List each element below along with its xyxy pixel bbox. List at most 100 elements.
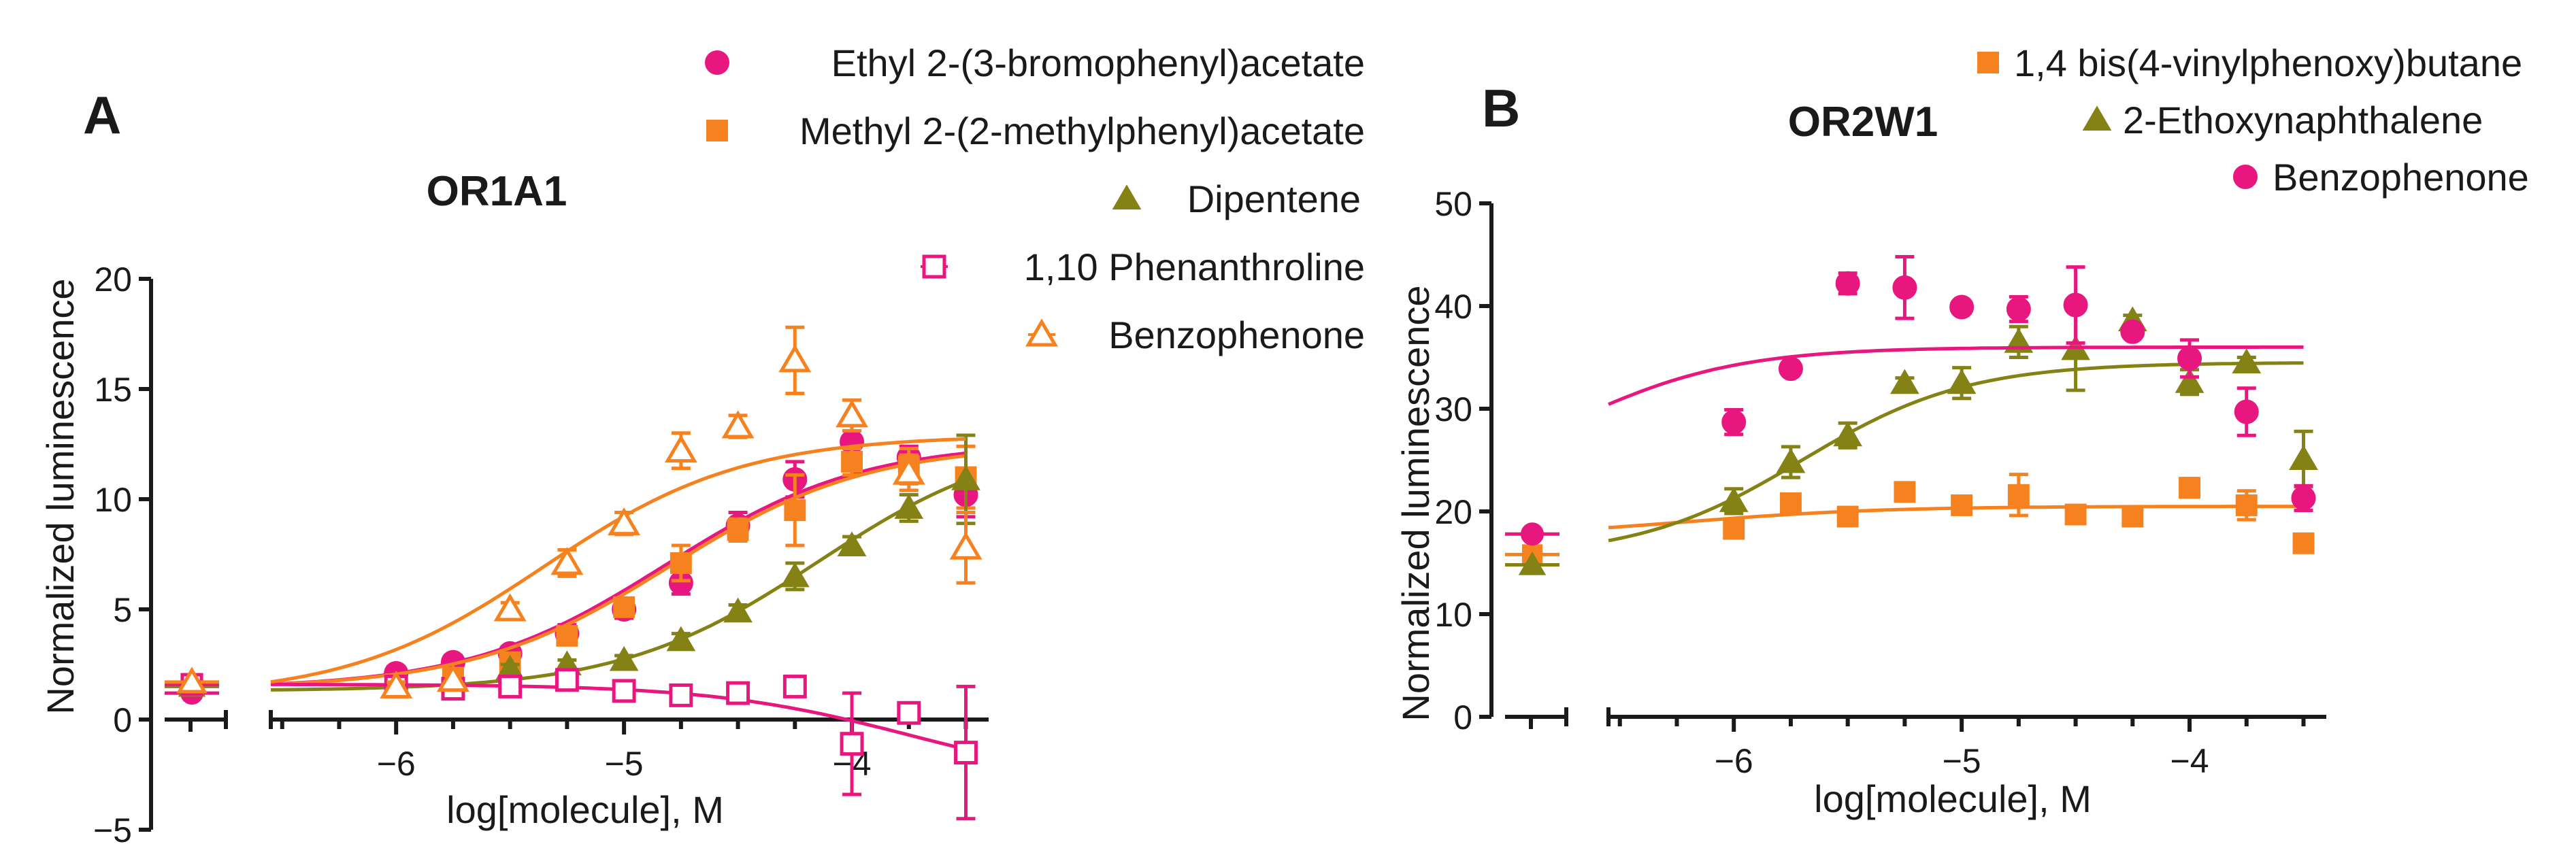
panel-b-series-benzophenone	[1505, 255, 2316, 546]
legend-marker-1-4-bis-4-vinylphenoxy-butane	[1977, 52, 1999, 73]
panel-a-data-point	[436, 664, 469, 692]
panel-a-y-tick-label: 0	[113, 701, 132, 739]
panel-a-baseline-point	[176, 666, 208, 694]
legend-label-vinylphenoxybutane: 1,4 bis(4-vinylphenoxy)butane	[2014, 41, 2522, 84]
panel-a-data-point	[612, 679, 636, 703]
panel-b-title: OR2W1	[1788, 99, 1938, 146]
panel-b-y-tick-label: 40	[1434, 288, 1472, 326]
panel-b-data-point	[2120, 319, 2145, 344]
panel-b-x-axis-label: log[molecule], M	[1814, 777, 2092, 820]
panel-a-y-tick-label: 10	[94, 481, 132, 519]
legend-label-phenanthroline: 1,10 Phenanthroline	[1024, 246, 1365, 288]
panel-b-y-tick-label: 30	[1434, 390, 1472, 428]
panel-a-data-point	[784, 499, 806, 522]
panel-a-x-axis-label: log[molecule], M	[446, 788, 724, 831]
panel-b-x-tick-label: −6	[1715, 742, 1753, 780]
legend-label-ethyl-bromophenylacetate: Ethyl 2-(3-bromophenyl)acetate	[831, 41, 1365, 84]
panel-a: A OR1A1 log[molecule], M Normalized lumi…	[39, 85, 724, 831]
panel-b-data-point	[1721, 409, 1747, 435]
panel-b-data-point	[2179, 477, 2201, 499]
panel-b-data-point	[1833, 421, 1863, 447]
panel-a-data-point	[380, 670, 413, 698]
panel-a-data-point	[556, 624, 578, 647]
panel-b-data-point	[1947, 369, 1977, 394]
panel-b-data-point	[1719, 487, 1749, 512]
panel-b-data-point	[1949, 294, 1975, 320]
panel-a-data-point	[778, 344, 812, 373]
panel-a-data-point	[555, 668, 579, 692]
panel-a-data-point	[726, 681, 750, 705]
panel-b-data-point	[2063, 292, 2088, 318]
panel-b-x-tick-label: −5	[1943, 742, 1981, 780]
panel-a-letter: A	[83, 85, 121, 145]
panel-a-data-point	[498, 674, 523, 698]
panel-a-data-point	[897, 700, 921, 725]
panel-b-y-tick-label: 10	[1434, 596, 1472, 634]
panel-b-data-point	[2235, 494, 2258, 516]
panel-b-data-point	[1776, 448, 1806, 473]
panel-a-data-point	[837, 531, 867, 556]
legend-marker-methyl-2-2-methylphenyl-acetate	[706, 120, 728, 141]
legend-marker-benzophenone	[1025, 318, 1058, 347]
panel-a-data-point	[892, 456, 925, 485]
panel-b: B OR2W1 log[molecule], M Normalized lumi…	[1394, 78, 2092, 820]
panel-b-data-point	[2177, 346, 2202, 371]
panel-b-data-point	[1951, 494, 1973, 516]
panel-a-legend: Ethyl 2-(3-bromophenyl)acetate Methyl 2-…	[799, 41, 1365, 356]
panel-a-data-point	[727, 519, 749, 541]
panel-a-data-point	[949, 531, 982, 560]
panel-a-y-tick-label: 5	[113, 591, 132, 629]
panel-a-data-point	[951, 465, 980, 490]
legend-marker-ethyl-2-3-bromophenyl-acetate	[705, 50, 729, 75]
panel-a-y-tick-label: 15	[94, 371, 132, 409]
panel-a-data-point	[670, 552, 692, 574]
panel-a-data-point	[550, 547, 584, 575]
legend-label-benzophenone-a: Benzophenone	[1108, 314, 1365, 356]
panel-b-data-point	[2064, 503, 2087, 526]
panel-b-data-point	[2292, 532, 2315, 554]
panel-a-data-point	[841, 450, 863, 473]
panel-b-baseline-point	[1521, 522, 1544, 546]
panel-a-data-point	[723, 597, 753, 623]
panel-a-data-point	[669, 683, 693, 707]
legend-marker-1-10-phenanthroline	[922, 254, 946, 279]
panel-a-data-point	[613, 596, 635, 618]
legend-marker-benzophenone	[2233, 165, 2258, 189]
panel-b-data-point	[1894, 481, 1916, 503]
panel-a-x-tick-label: −5	[605, 745, 644, 783]
panel-a-y-tick-label: 20	[94, 260, 132, 299]
panel-b-data-point	[2291, 486, 2316, 511]
panel-b-data-point	[1723, 518, 1745, 540]
panel-a-data-point	[954, 741, 978, 765]
panel-a-data-point	[894, 494, 924, 519]
panel-b-y-tick-label: 20	[1434, 493, 1472, 531]
legend-label-dipentene: Dipentene	[1187, 178, 1361, 220]
panel-a-series-1-10-phenanthroline	[165, 668, 978, 821]
panel-b-data-point	[2289, 445, 2318, 470]
legend-marker-dipentene	[1112, 184, 1142, 209]
legend-marker-2-ethoxynaphthalene	[2082, 105, 2112, 131]
panel-b-data-point	[1836, 505, 1859, 528]
panel-b-data-point	[1779, 492, 1802, 514]
panel-b-data-point	[2175, 368, 2205, 393]
panel-b-data-point	[2006, 297, 2031, 322]
panel-a-series-benzophenone	[165, 325, 982, 698]
panel-b-y-tick-label: 50	[1434, 185, 1472, 223]
panel-b-data-point	[1890, 369, 1919, 394]
panel-a-data-point	[666, 626, 696, 652]
panel-b-data-point	[2234, 399, 2259, 424]
panel-a-title: OR1A1	[427, 168, 567, 215]
legend-label-methyl-methylphenylacetate: Methyl 2-(2-methylphenyl)acetate	[799, 109, 1365, 152]
panel-b-data-point	[2121, 505, 2144, 528]
panel-a-data-point	[721, 410, 755, 439]
panel-a-x-tick-label: −6	[377, 745, 416, 783]
panel-a-data-point	[840, 732, 864, 756]
panel-a-data-point	[608, 507, 641, 536]
panel-a-data-point	[836, 399, 869, 428]
panel-b-plot: 0 10 20 30 40 50 −6 −5 −4	[1434, 52, 2326, 780]
panel-b-letter: B	[1482, 78, 1520, 138]
panel-a-y-tick-label: −5	[93, 811, 132, 849]
panel-a-y-axis-label: Normalized luminescence	[39, 278, 82, 714]
panel-b-y-axis-label: Normalized luminescence	[1394, 285, 1437, 721]
